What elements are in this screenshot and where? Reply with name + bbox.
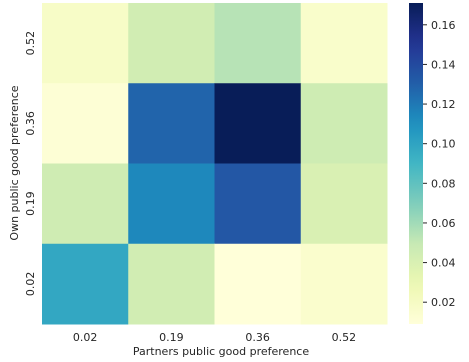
x-tick-labels: 0.02 0.19 0.36 0.52 — [73, 331, 356, 344]
heatmap-cell — [128, 3, 215, 84]
y-tick-labels: 0.52 0.36 0.19 0.02 — [24, 31, 37, 296]
heatmap-cell — [300, 3, 388, 84]
x-tick-label: 0.02 — [73, 331, 98, 344]
heatmap-cell — [300, 243, 388, 325]
colorbar-tick-label: 0.08 — [431, 177, 456, 190]
colorbar-tick-label: 0.04 — [431, 257, 456, 270]
heatmap-cell — [214, 83, 302, 164]
heatmap-cell — [42, 243, 129, 325]
x-tick-label: 0.52 — [332, 331, 357, 344]
heatmap-cell — [42, 83, 129, 164]
x-tick-label: 0.19 — [159, 331, 184, 344]
y-tick-label: 0.02 — [24, 272, 37, 297]
y-tick-label: 0.52 — [24, 31, 37, 56]
heatmap-cell — [42, 3, 129, 84]
colorbar-tick-label: 0.12 — [431, 98, 456, 111]
y-axis-label: Own public good preference — [8, 85, 21, 240]
heatmap-cell — [128, 243, 215, 325]
heatmap-cells — [42, 3, 388, 325]
heatmap-cell — [128, 163, 215, 245]
colorbar-tick-label: 0.10 — [431, 138, 456, 151]
colorbar-tick-label: 0.02 — [431, 296, 456, 309]
heatmap-cell — [128, 83, 215, 164]
heatmap-cell — [42, 163, 129, 245]
x-tick-label: 0.36 — [245, 331, 270, 344]
y-tick-label: 0.36 — [24, 111, 37, 136]
x-axis-label: Partners public good preference — [133, 345, 309, 358]
colorbar-tick-label: 0.14 — [431, 58, 456, 71]
colorbar-tick-label: 0.06 — [431, 217, 456, 230]
colorbar-tick-label: 0.16 — [431, 19, 456, 32]
colorbar-ticks: 0.02 0.04 0.06 0.08 0.10 0.12 0.14 0.16 — [423, 19, 456, 309]
heatmap-cell — [300, 163, 388, 245]
colorbar — [409, 3, 423, 324]
heatmap-cell — [214, 163, 302, 245]
y-tick-label: 0.19 — [24, 191, 37, 216]
heatmap-cell — [214, 243, 302, 325]
heatmap-cell — [300, 83, 388, 164]
heatmap-cell — [214, 3, 302, 84]
